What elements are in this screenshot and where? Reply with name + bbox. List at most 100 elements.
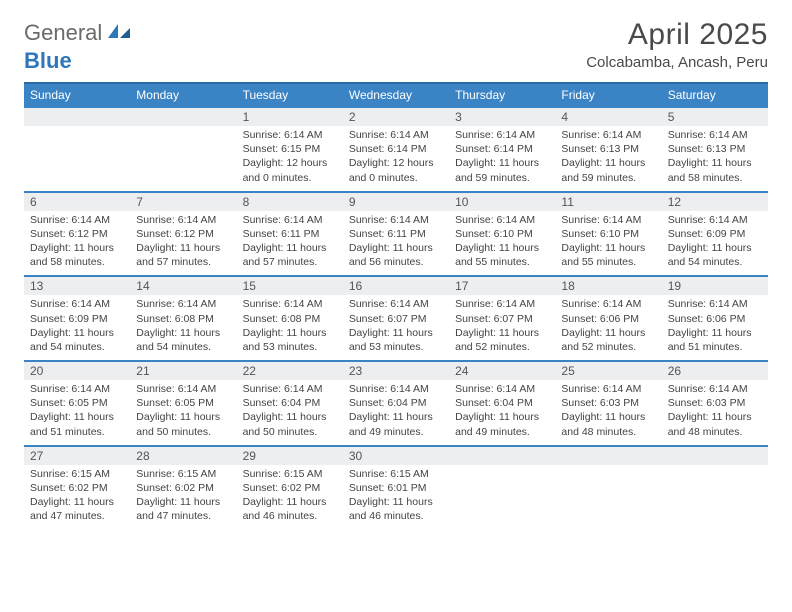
calendar-grid: Sunday Monday Tuesday Wednesday Thursday… [24, 82, 768, 529]
daylight-text: Daylight: 11 hours and 59 minutes. [455, 156, 549, 184]
day-number: 15 [237, 276, 343, 295]
day-number: 30 [343, 446, 449, 465]
sunrise-text: Sunrise: 6:14 AM [455, 382, 549, 396]
weekday-tue: Tuesday [237, 83, 343, 107]
sunrise-text: Sunrise: 6:14 AM [349, 128, 443, 142]
sunrise-text: Sunrise: 6:14 AM [349, 382, 443, 396]
weekday-fri: Friday [555, 83, 661, 107]
day-number: 1 [237, 107, 343, 126]
day-info: Sunrise: 6:14 AMSunset: 6:06 PMDaylight:… [555, 295, 661, 361]
day-number: 27 [24, 446, 130, 465]
day-info: Sunrise: 6:14 AMSunset: 6:15 PMDaylight:… [237, 126, 343, 192]
weekday-wed: Wednesday [343, 83, 449, 107]
daylight-text: Daylight: 11 hours and 51 minutes. [30, 410, 124, 438]
day-info: Sunrise: 6:14 AMSunset: 6:05 PMDaylight:… [130, 380, 236, 446]
week-2-numbers: 13141516171819 [24, 276, 768, 295]
day-info: Sunrise: 6:14 AMSunset: 6:08 PMDaylight:… [237, 295, 343, 361]
sunrise-text: Sunrise: 6:14 AM [349, 213, 443, 227]
brand-logo: GeneralBlue [24, 18, 132, 72]
weekday-sun: Sunday [24, 83, 130, 107]
day-number [24, 107, 130, 126]
page-header: GeneralBlue April 2025 Colcabamba, Ancas… [24, 18, 768, 72]
sunrise-text: Sunrise: 6:14 AM [455, 297, 549, 311]
day-info: Sunrise: 6:14 AMSunset: 6:06 PMDaylight:… [662, 295, 768, 361]
week-4-info: Sunrise: 6:15 AMSunset: 6:02 PMDaylight:… [24, 465, 768, 530]
sunset-text: Sunset: 6:13 PM [561, 142, 655, 156]
brand-part1: General [24, 20, 102, 45]
sunrise-text: Sunrise: 6:14 AM [561, 213, 655, 227]
day-info: Sunrise: 6:14 AMSunset: 6:03 PMDaylight:… [555, 380, 661, 446]
day-number [130, 107, 236, 126]
daylight-text: Daylight: 11 hours and 58 minutes. [30, 241, 124, 269]
sunrise-text: Sunrise: 6:15 AM [243, 467, 337, 481]
daylight-text: Daylight: 11 hours and 53 minutes. [349, 326, 443, 354]
day-info: Sunrise: 6:14 AMSunset: 6:09 PMDaylight:… [24, 295, 130, 361]
day-number: 14 [130, 276, 236, 295]
sunset-text: Sunset: 6:02 PM [136, 481, 230, 495]
day-info: Sunrise: 6:14 AMSunset: 6:14 PMDaylight:… [449, 126, 555, 192]
daylight-text: Daylight: 11 hours and 46 minutes. [243, 495, 337, 523]
sunset-text: Sunset: 6:09 PM [668, 227, 762, 241]
day-number: 19 [662, 276, 768, 295]
sail-icon [106, 22, 132, 44]
day-number: 16 [343, 276, 449, 295]
daylight-text: Daylight: 11 hours and 50 minutes. [136, 410, 230, 438]
day-number: 9 [343, 192, 449, 211]
sunrise-text: Sunrise: 6:14 AM [561, 382, 655, 396]
sunset-text: Sunset: 6:03 PM [668, 396, 762, 410]
day-number: 29 [237, 446, 343, 465]
day-number: 28 [130, 446, 236, 465]
sunset-text: Sunset: 6:05 PM [136, 396, 230, 410]
day-info: Sunrise: 6:14 AMSunset: 6:07 PMDaylight:… [449, 295, 555, 361]
sunset-text: Sunset: 6:04 PM [243, 396, 337, 410]
sunrise-text: Sunrise: 6:14 AM [136, 297, 230, 311]
day-info: Sunrise: 6:14 AMSunset: 6:13 PMDaylight:… [662, 126, 768, 192]
daylight-text: Daylight: 11 hours and 50 minutes. [243, 410, 337, 438]
day-number: 13 [24, 276, 130, 295]
day-number: 24 [449, 361, 555, 380]
daylight-text: Daylight: 11 hours and 57 minutes. [243, 241, 337, 269]
daylight-text: Daylight: 11 hours and 52 minutes. [561, 326, 655, 354]
daylight-text: Daylight: 11 hours and 54 minutes. [136, 326, 230, 354]
sunset-text: Sunset: 6:02 PM [243, 481, 337, 495]
day-number: 21 [130, 361, 236, 380]
weekday-sat: Saturday [662, 83, 768, 107]
day-info: Sunrise: 6:14 AMSunset: 6:05 PMDaylight:… [24, 380, 130, 446]
sunrise-text: Sunrise: 6:14 AM [243, 213, 337, 227]
day-info [555, 465, 661, 530]
day-info: Sunrise: 6:14 AMSunset: 6:04 PMDaylight:… [237, 380, 343, 446]
day-info: Sunrise: 6:15 AMSunset: 6:02 PMDaylight:… [237, 465, 343, 530]
day-info: Sunrise: 6:14 AMSunset: 6:11 PMDaylight:… [237, 211, 343, 277]
day-info: Sunrise: 6:14 AMSunset: 6:04 PMDaylight:… [449, 380, 555, 446]
day-info [662, 465, 768, 530]
sunset-text: Sunset: 6:10 PM [561, 227, 655, 241]
sunrise-text: Sunrise: 6:14 AM [30, 297, 124, 311]
daylight-text: Daylight: 11 hours and 51 minutes. [668, 326, 762, 354]
day-number: 25 [555, 361, 661, 380]
sunrise-text: Sunrise: 6:14 AM [561, 297, 655, 311]
sunrise-text: Sunrise: 6:14 AM [136, 213, 230, 227]
day-number [555, 446, 661, 465]
day-info: Sunrise: 6:15 AMSunset: 6:02 PMDaylight:… [24, 465, 130, 530]
weekday-thu: Thursday [449, 83, 555, 107]
daylight-text: Daylight: 11 hours and 59 minutes. [561, 156, 655, 184]
sunrise-text: Sunrise: 6:14 AM [30, 382, 124, 396]
day-number: 3 [449, 107, 555, 126]
sunrise-text: Sunrise: 6:14 AM [668, 382, 762, 396]
day-number: 20 [24, 361, 130, 380]
day-info: Sunrise: 6:15 AMSunset: 6:02 PMDaylight:… [130, 465, 236, 530]
sunrise-text: Sunrise: 6:14 AM [668, 213, 762, 227]
sunrise-text: Sunrise: 6:14 AM [455, 213, 549, 227]
sunset-text: Sunset: 6:01 PM [349, 481, 443, 495]
week-0-info: Sunrise: 6:14 AMSunset: 6:15 PMDaylight:… [24, 126, 768, 192]
day-number: 4 [555, 107, 661, 126]
day-info: Sunrise: 6:14 AMSunset: 6:10 PMDaylight:… [449, 211, 555, 277]
week-1-numbers: 6789101112 [24, 192, 768, 211]
daylight-text: Daylight: 11 hours and 54 minutes. [668, 241, 762, 269]
daylight-text: Daylight: 11 hours and 57 minutes. [136, 241, 230, 269]
day-number: 6 [24, 192, 130, 211]
daylight-text: Daylight: 11 hours and 52 minutes. [455, 326, 549, 354]
calendar-page: GeneralBlue April 2025 Colcabamba, Ancas… [0, 0, 792, 529]
day-number: 2 [343, 107, 449, 126]
sunset-text: Sunset: 6:04 PM [349, 396, 443, 410]
